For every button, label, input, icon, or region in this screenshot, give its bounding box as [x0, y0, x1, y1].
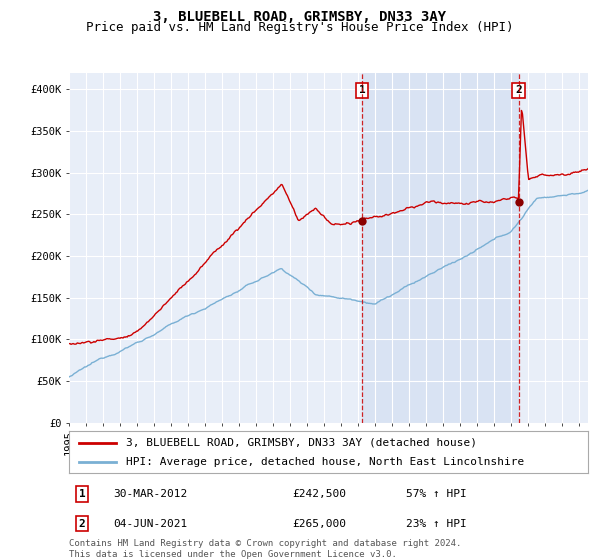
- Text: 1: 1: [79, 489, 85, 499]
- Text: £265,000: £265,000: [292, 519, 346, 529]
- Bar: [362, 73, 518, 423]
- Text: 2: 2: [79, 519, 85, 529]
- Text: Contains HM Land Registry data © Crown copyright and database right 2024.
This d: Contains HM Land Registry data © Crown c…: [69, 539, 461, 559]
- Text: 3, BLUEBELL ROAD, GRIMSBY, DN33 3AY (detached house): 3, BLUEBELL ROAD, GRIMSBY, DN33 3AY (det…: [126, 437, 477, 447]
- Text: HPI: Average price, detached house, North East Lincolnshire: HPI: Average price, detached house, Nort…: [126, 457, 524, 467]
- Text: 1: 1: [359, 85, 365, 95]
- Text: 04-JUN-2021: 04-JUN-2021: [113, 519, 187, 529]
- Text: 57% ↑ HPI: 57% ↑ HPI: [406, 489, 467, 499]
- Text: Price paid vs. HM Land Registry's House Price Index (HPI): Price paid vs. HM Land Registry's House …: [86, 21, 514, 34]
- Text: 23% ↑ HPI: 23% ↑ HPI: [406, 519, 467, 529]
- Text: 3, BLUEBELL ROAD, GRIMSBY, DN33 3AY: 3, BLUEBELL ROAD, GRIMSBY, DN33 3AY: [154, 10, 446, 24]
- Text: 2: 2: [515, 85, 522, 95]
- Text: £242,500: £242,500: [292, 489, 346, 499]
- Text: 30-MAR-2012: 30-MAR-2012: [113, 489, 187, 499]
